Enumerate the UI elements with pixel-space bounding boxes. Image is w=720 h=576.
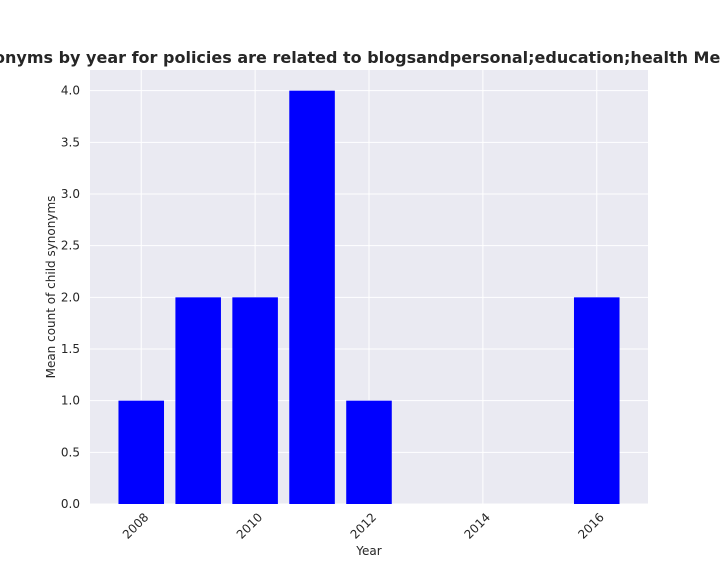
y-tick-label: 3.0 <box>61 187 80 201</box>
x-tick-label: 2014 <box>461 510 492 541</box>
y-tick-label: 1.5 <box>61 342 80 356</box>
y-tick-labels: 0.0 0.5 1.0 1.5 2.0 2.5 3.0 3.5 4.0 <box>61 84 80 511</box>
bar-2008 <box>118 400 165 504</box>
x-axis-label: Year <box>355 544 381 558</box>
x-tick-label: 2010 <box>234 510 265 541</box>
x-tick-label: 2008 <box>120 510 151 541</box>
bar-2010 <box>232 297 278 504</box>
bar-2009 <box>175 297 221 504</box>
y-tick-label: 0.5 <box>61 445 80 459</box>
bars <box>118 90 620 505</box>
y-axis-label: Mean count of child synonyms <box>44 196 58 379</box>
bar-2011 <box>289 90 335 505</box>
y-tick-label: 3.5 <box>61 135 80 149</box>
y-tick-label: 2.0 <box>61 290 80 304</box>
chart-title: Percentage of policies that mention chil… <box>0 48 720 67</box>
x-tick-label: 2012 <box>348 510 379 541</box>
bar-2016 <box>573 297 620 504</box>
y-tick-label: 0.0 <box>61 497 80 511</box>
y-tick-label: 1.0 <box>61 394 80 408</box>
x-tick-labels: 2008 2010 2012 2014 2016 <box>120 510 607 541</box>
y-tick-label: 2.5 <box>61 239 80 253</box>
y-tick-label: 4.0 <box>61 84 80 98</box>
x-tick-label: 2016 <box>575 510 606 541</box>
bar-2012 <box>346 400 392 504</box>
